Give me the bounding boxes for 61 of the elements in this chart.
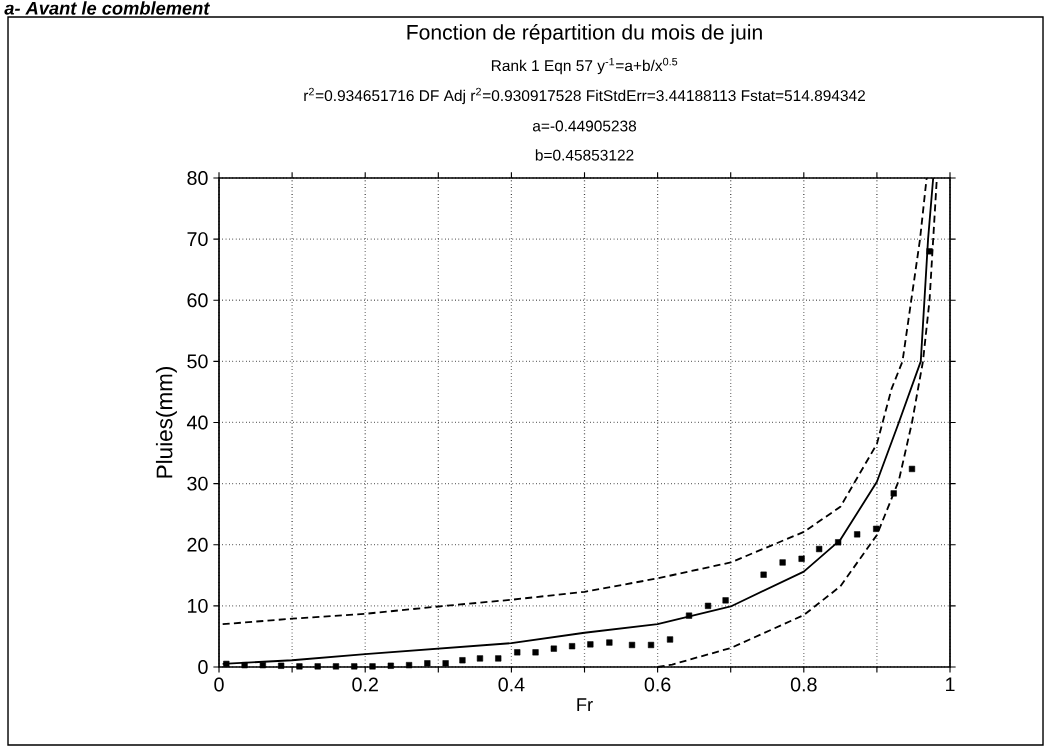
point — [532, 649, 539, 656]
point — [666, 636, 674, 643]
text: a=-0.44905238 — [532, 120, 637, 132]
point — [722, 597, 729, 604]
point — [704, 602, 712, 609]
point — [908, 465, 916, 473]
point — [550, 645, 557, 652]
point — [259, 662, 266, 669]
y-tick-label: 60 — [187, 293, 208, 308]
point — [332, 663, 340, 670]
point — [424, 660, 431, 667]
point — [779, 559, 786, 566]
point — [476, 655, 484, 662]
y-tick-label: 0 — [198, 660, 208, 674]
point — [587, 641, 594, 648]
point — [873, 525, 880, 532]
x-axis-title: Fr — [577, 698, 593, 711]
point — [835, 539, 842, 546]
x-tick-label: 0.8 — [790, 677, 817, 692]
point — [495, 655, 502, 662]
point — [459, 657, 466, 664]
point — [278, 662, 285, 669]
point — [369, 663, 376, 670]
y-tick-label: 70 — [187, 232, 208, 247]
point — [387, 662, 394, 669]
point — [926, 248, 933, 255]
x-tick-label: 0 — [214, 677, 224, 692]
y-tick-label: 40 — [186, 415, 208, 430]
x-tick-label: 0.6 — [644, 677, 671, 692]
y-tick-label: 80 — [187, 171, 208, 185]
point — [890, 490, 897, 497]
point — [514, 649, 521, 656]
point — [854, 531, 861, 538]
point — [442, 660, 449, 667]
x-tick-label: 0.4 — [498, 677, 525, 692]
point — [760, 571, 767, 578]
y-tick-label: 20 — [187, 537, 208, 552]
point — [685, 612, 693, 619]
point — [405, 662, 413, 669]
y-tick-label: 30 — [187, 476, 208, 491]
point — [314, 663, 321, 670]
point — [568, 643, 576, 650]
point — [606, 639, 613, 646]
y-axis-title: Pluies(mm) — [155, 367, 177, 478]
text: a- Avant le comblement — [4, 1, 211, 15]
x-tick-label: 0.2 — [352, 677, 378, 692]
x-tick-label: 1 — [946, 677, 955, 692]
chart-title: Fonction de répartition du mois de juin — [407, 24, 762, 44]
text: b=0.45853122 — [535, 149, 634, 161]
point — [351, 663, 358, 670]
text: r$^{2}$=0.934651716 DF Adj r$^{2}$=0.930917528 FitStdErr=3.44188113 Fstat=514.894342 — [304, 87, 865, 105]
point — [628, 641, 636, 649]
point — [798, 555, 805, 562]
point — [647, 641, 655, 649]
point — [241, 662, 248, 669]
point — [296, 663, 303, 670]
y-tick-label: 10 — [188, 598, 208, 613]
point — [816, 545, 823, 553]
chart-subtitle: Rank 1 Eqn 57 y$^{-1}$=a+b/x$^{0.5}$ — [491, 57, 678, 75]
point — [223, 660, 230, 668]
y-tick-label: 50 — [187, 354, 208, 369]
